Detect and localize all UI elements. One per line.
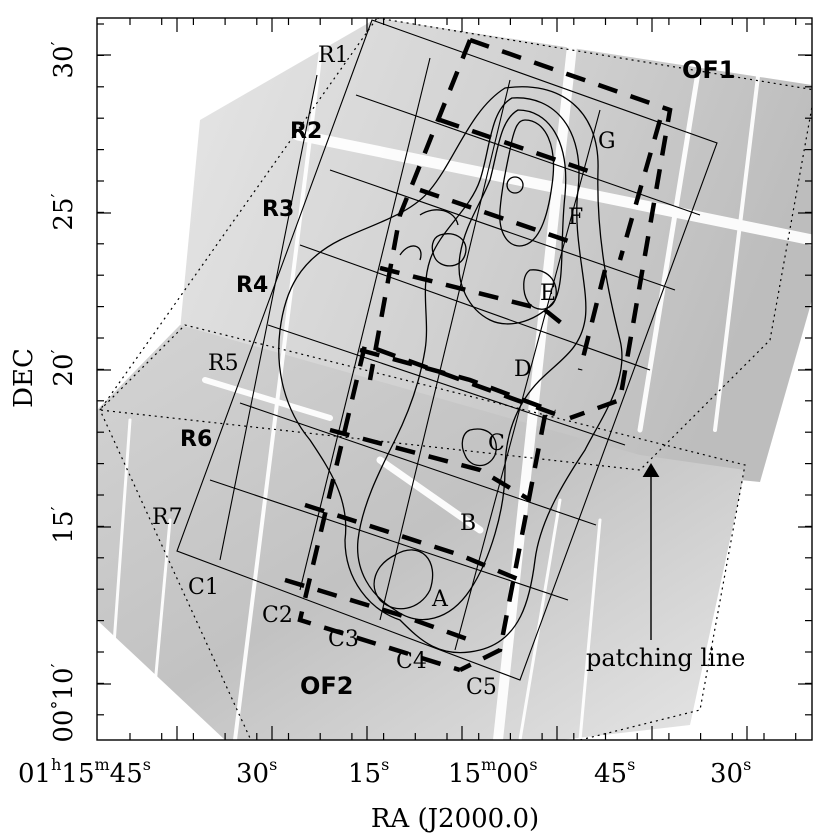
row-label: R5	[208, 351, 239, 376]
region-label: A	[431, 587, 449, 612]
mosaic-stripes	[108, 18, 812, 740]
field-label-of1: OF1	[682, 56, 736, 84]
row-labels: R1 R2 R3 R4 R5 R6 R7	[152, 43, 349, 530]
x-tick-30s: 30s	[236, 755, 277, 789]
row-label: R7	[152, 505, 183, 530]
emission-contours	[278, 86, 623, 654]
region-label: F	[568, 205, 583, 230]
of2-image-field	[97, 325, 745, 740]
axis-ticks	[97, 18, 812, 740]
y-tick-10: 00°10′	[48, 663, 79, 742]
plot-frame	[96, 17, 813, 741]
field-label-of2: OF2	[300, 672, 354, 700]
row-label: R2	[290, 119, 322, 144]
y-tick-15: 15′	[48, 506, 79, 543]
region-label: D	[514, 357, 532, 382]
x-tick-labels: 01h15m45s 30s 15s 15m00s 45s 30s	[18, 755, 751, 789]
region-label: G	[598, 129, 616, 154]
row-label: R3	[262, 197, 294, 222]
x-axis-label: RA (J2000.0)	[371, 804, 539, 834]
region-label: C	[488, 431, 505, 456]
row-label: R1	[318, 43, 349, 68]
y-tick-25: 25′	[48, 193, 79, 230]
y-tick-30: 30′	[48, 41, 79, 78]
of2-dotted-outline	[99, 324, 746, 740]
region-labels: A B C D E F G	[431, 129, 616, 612]
row-label: R4	[236, 273, 268, 298]
column-labels: C1 C2 C3 C4 C5	[188, 575, 497, 700]
survey-grid	[176, 19, 718, 681]
region-label: E	[540, 281, 556, 306]
x-tick-30s-right: 30s	[710, 755, 751, 789]
x-tick-15m00s: 15m00s	[448, 755, 538, 789]
x-tick-45s: 45s	[594, 755, 635, 789]
row-label: R6	[180, 427, 212, 452]
dashed-survey-boundaries	[284, 37, 673, 673]
column-label: C1	[188, 575, 219, 600]
column-label: C5	[466, 675, 497, 700]
patching-line-label: patching line	[586, 644, 745, 672]
column-label: C4	[396, 649, 427, 674]
y-axis-label: DEC	[9, 348, 39, 408]
x-tick-15s: 15s	[348, 755, 389, 789]
y-tick-20: 20′	[48, 349, 79, 386]
column-label: C2	[262, 603, 293, 628]
column-label: C3	[328, 627, 359, 652]
x-tick-15m45s: 01h15m45s	[18, 755, 151, 789]
y-tick-labels: 30′ 25′ 20′ 15′ 00°10′	[48, 41, 79, 742]
region-label: B	[460, 511, 476, 536]
